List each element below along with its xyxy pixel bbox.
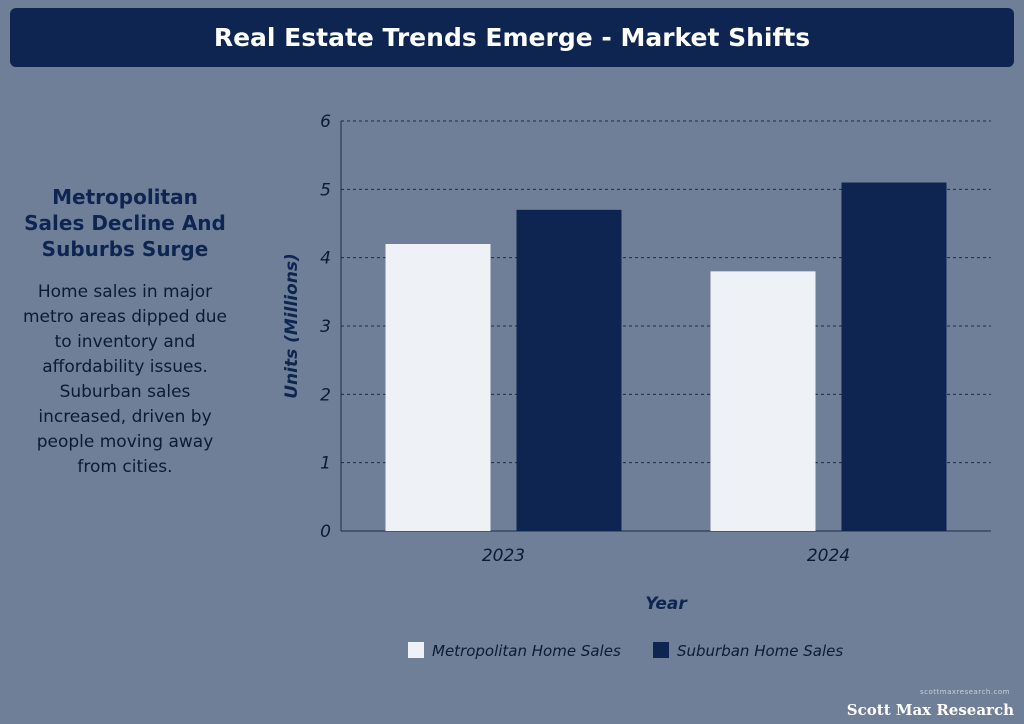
legend-swatch	[408, 642, 424, 658]
sidebar-description: Home sales in major metro areas dipped d…	[22, 282, 228, 477]
bar	[516, 209, 622, 532]
watermark-url: scottmaxresearch.com	[920, 688, 1010, 696]
x-tick-label: 2023	[482, 546, 525, 566]
y-tick-label: 4	[320, 249, 331, 269]
sidebar-heading: Metropolitan Sales Decline And Suburbs S…	[24, 185, 226, 261]
y-tick-label: 0	[320, 522, 331, 542]
y-tick-label: 5	[320, 180, 331, 200]
legend-swatch	[653, 642, 669, 658]
bar	[710, 271, 816, 531]
legend-label: Suburban Home Sales	[677, 642, 843, 660]
page-title: Real Estate Trends Emerge - Market Shift…	[213, 23, 811, 52]
y-tick-label: 3	[320, 317, 331, 337]
watermark-brand: Scott Max Research	[846, 701, 1014, 719]
bar	[385, 244, 491, 531]
y-tick-label: 2	[320, 385, 331, 405]
y-tick-label: 1	[320, 454, 331, 474]
y-tick-label: 6	[320, 112, 331, 132]
legend-label: Metropolitan Home Sales	[432, 642, 621, 660]
title-banner: Real Estate Trends Emerge - Market Shift…	[10, 8, 1014, 67]
sidebar-panel: Metropolitan Sales Decline And Suburbs S…	[20, 184, 230, 480]
x-tick-label: 2024	[807, 546, 850, 566]
x-axis-label: Year	[645, 594, 688, 614]
y-axis-label: Units (Millions)	[282, 253, 302, 399]
bar	[841, 182, 947, 531]
